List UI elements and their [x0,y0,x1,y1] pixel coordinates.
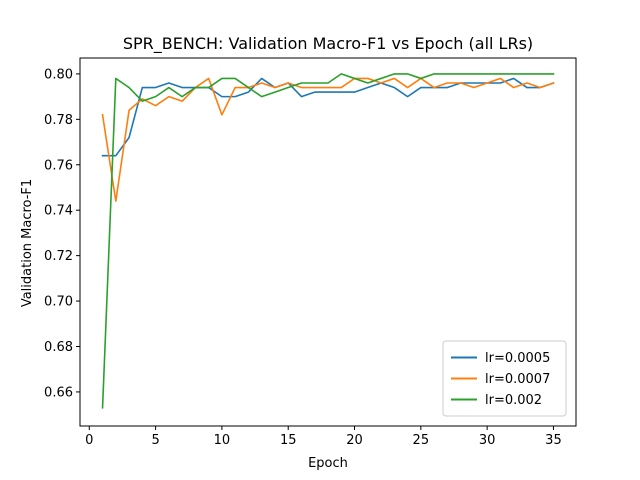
chart-title: SPR_BENCH: Validation Macro-F1 vs Epoch … [123,34,533,54]
legend-label: lr=0.0005 [485,351,550,366]
x-tick-label: 0 [85,433,93,448]
legend-label: lr=0.0007 [485,372,550,387]
y-tick-label: 0.76 [44,158,73,173]
legend-box [442,340,567,417]
plot-frame [79,57,577,427]
series-line [101,77,555,202]
x-tick-label: 30 [479,433,496,448]
y-tick-label: 0.68 [44,340,73,355]
x-tick-label: 20 [346,433,363,448]
x-axis: 0 5 10 15 20 25 30 35 [85,426,562,448]
y-tick-label: 0.70 [44,295,73,310]
legend-label: lr=0.002 [485,393,542,408]
series-line [101,77,555,157]
y-tick-label: 0.80 [44,67,73,82]
y-tick-label: 0.78 [44,113,73,128]
plot-lines [101,73,555,409]
x-tick-label: 25 [413,433,430,448]
y-axis-title: Validation Macro-F1 [20,179,35,307]
x-tick-label: 5 [151,433,159,448]
y-tick-label: 0.74 [44,204,73,219]
y-tick-label: 0.72 [44,249,73,264]
x-tick-label: 10 [214,433,231,448]
y-axis: 0.66 0.68 0.70 0.72 0.74 0.76 0.78 0.80 [44,67,80,400]
x-tick-label: 35 [545,433,562,448]
x-tick-label: 15 [280,433,297,448]
series-line [101,73,555,409]
y-tick-label: 0.66 [44,385,73,400]
x-axis-title: Epoch [308,456,348,471]
legend: lr=0.0005 lr=0.0007 lr=0.002 [442,340,567,417]
